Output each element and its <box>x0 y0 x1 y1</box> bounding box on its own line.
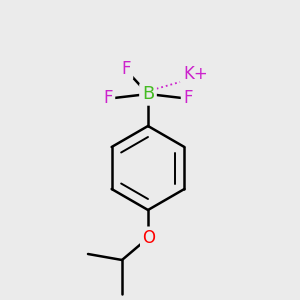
Text: K+: K+ <box>184 65 208 83</box>
Text: O: O <box>142 229 155 247</box>
Text: B: B <box>142 85 154 103</box>
Text: F: F <box>121 60 131 78</box>
Text: F: F <box>183 89 193 107</box>
Text: F: F <box>103 89 113 107</box>
